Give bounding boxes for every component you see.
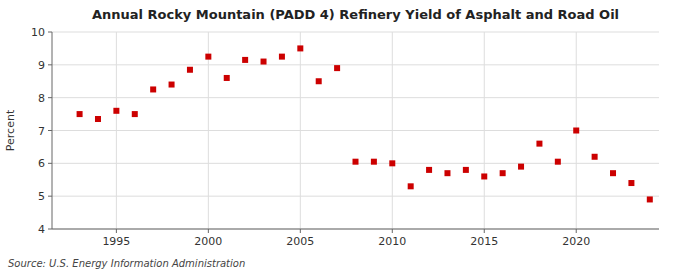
point — [592, 154, 598, 160]
point — [132, 111, 138, 117]
y-tick — [48, 97, 52, 98]
source-annotation: Source: U.S. Energy Information Administ… — [8, 258, 245, 269]
point — [481, 173, 487, 179]
ticks: 1995 2000 2005 2010 2015 2020 4 5 6 7 8 9 10 — [31, 26, 590, 248]
point — [242, 57, 248, 63]
point — [95, 116, 101, 122]
y-tick — [48, 163, 52, 164]
point — [187, 67, 193, 73]
point — [371, 159, 377, 165]
x-tick — [116, 229, 117, 233]
point — [426, 167, 432, 173]
y-tick — [48, 196, 52, 197]
point — [261, 59, 267, 65]
y-grid-line — [52, 130, 659, 131]
x-tick-label: 2010 — [378, 235, 406, 248]
y-tick-label: 10 — [31, 26, 45, 39]
x-tick-label: 2020 — [562, 235, 590, 248]
y-tick — [48, 229, 52, 230]
x-grid-line — [208, 32, 209, 229]
x-tick — [208, 229, 209, 233]
y-axis-label: Percent — [4, 109, 17, 151]
y-tick — [48, 32, 52, 33]
chart-container: 1995 2000 2005 2010 2015 2020 4 5 6 7 8 9 10 Annual R… — [0, 0, 675, 275]
point — [297, 45, 303, 51]
y-grid-line — [52, 64, 659, 65]
grid — [52, 32, 659, 229]
y-tick-label: 6 — [38, 157, 45, 170]
point — [573, 128, 579, 134]
y-grid-line — [52, 32, 659, 33]
point — [518, 164, 524, 170]
point — [536, 141, 542, 147]
point — [150, 86, 156, 92]
x-tick — [484, 229, 485, 233]
point — [647, 196, 653, 202]
point — [113, 108, 119, 114]
point — [279, 54, 285, 60]
points — [77, 45, 653, 202]
point — [444, 170, 450, 176]
point — [353, 159, 359, 165]
x-grid-line — [484, 32, 485, 229]
y-grid-line — [52, 196, 659, 197]
x-tick — [392, 229, 393, 233]
background — [0, 0, 675, 275]
point — [77, 111, 83, 117]
y-tick — [48, 64, 52, 65]
y-tick-label: 5 — [38, 190, 45, 203]
x-grid-line — [116, 32, 117, 229]
point — [555, 159, 561, 165]
point — [610, 170, 616, 176]
x-grid-line — [300, 32, 301, 229]
x-tick-label: 1995 — [102, 235, 130, 248]
point — [169, 82, 175, 88]
y-grid-line — [52, 229, 659, 230]
x-tick-label: 2005 — [286, 235, 314, 248]
point — [628, 180, 634, 186]
point — [463, 167, 469, 173]
y-tick-label: 9 — [38, 59, 45, 72]
x-axis-line — [52, 229, 659, 230]
y-grid-line — [52, 97, 659, 98]
y-tick — [48, 130, 52, 131]
point — [408, 183, 414, 189]
point — [389, 160, 395, 166]
point — [316, 78, 322, 84]
point — [205, 54, 211, 60]
chart-svg: 1995 2000 2005 2010 2015 2020 4 5 6 7 8 9 10 Annual R… — [0, 0, 675, 275]
point — [224, 75, 230, 81]
x-tick — [576, 229, 577, 233]
y-tick-label: 4 — [38, 223, 45, 236]
title: Annual Rocky Mountain (PADD 4) Refinery … — [92, 7, 619, 22]
x-tick-label: 2000 — [194, 235, 222, 248]
point — [500, 170, 506, 176]
x-grid-line — [392, 32, 393, 229]
x-tick — [300, 229, 301, 233]
y-tick-label: 8 — [38, 92, 45, 105]
x-tick-label: 2015 — [470, 235, 498, 248]
y-tick-label: 7 — [38, 125, 45, 138]
point — [334, 65, 340, 71]
